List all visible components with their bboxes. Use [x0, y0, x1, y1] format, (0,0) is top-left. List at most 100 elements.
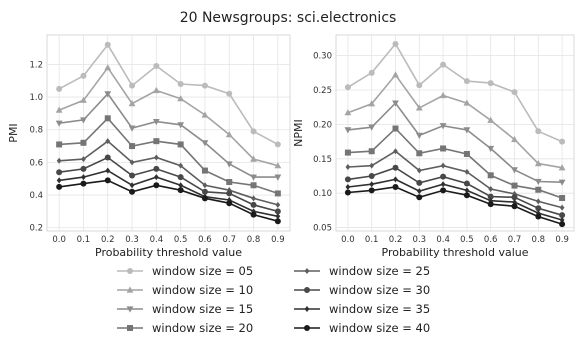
data-point	[559, 212, 566, 219]
data-point	[416, 188, 422, 195]
data-point	[104, 115, 111, 122]
x-tick-label: 0.2	[389, 235, 403, 245]
x-tick-label: 0.6	[484, 235, 498, 245]
series-line	[58, 92, 278, 178]
data-point	[153, 154, 159, 161]
series-6	[344, 164, 566, 219]
series-line	[58, 43, 279, 146]
data-point	[559, 194, 566, 201]
data-point	[153, 174, 159, 181]
legend-label: window size = 25	[329, 264, 430, 278]
data-point	[344, 127, 352, 134]
data-point	[463, 99, 471, 106]
data-point	[274, 174, 282, 181]
data-point	[511, 194, 518, 201]
x-axis-label: Probability threshold value	[95, 246, 242, 259]
data-point	[201, 167, 208, 174]
data-point	[463, 180, 470, 187]
x-tick-label: 0.4	[436, 235, 450, 245]
pmi-plot: 0.0 0.1 0.2 0.3 0.4 0.5 0.6 0.7 0.8 0.9 0.2 0.4 0.6 0…	[7, 34, 291, 259]
legend: window size = 05 window size = 10 window s…	[117, 264, 430, 335]
data-point	[487, 201, 494, 208]
data-point	[56, 177, 62, 184]
data-point	[56, 157, 62, 164]
series-4	[344, 125, 566, 201]
data-point	[559, 221, 566, 228]
data-point	[439, 91, 447, 99]
series-line	[347, 166, 563, 216]
legend-item: window size = 35	[294, 302, 430, 316]
data-point	[511, 182, 518, 189]
data-point	[80, 180, 87, 187]
data-point	[275, 213, 281, 220]
data-point	[393, 176, 398, 183]
data-point	[463, 192, 470, 199]
data-point	[251, 195, 256, 202]
legend-marker	[127, 325, 133, 331]
data-point	[344, 176, 351, 183]
x-tick-label: 0.0	[52, 235, 66, 245]
series-line	[58, 169, 279, 218]
data-point	[558, 164, 566, 171]
data-point	[464, 187, 470, 194]
series-5	[345, 148, 565, 211]
data-point	[392, 164, 399, 171]
series-8	[344, 183, 566, 228]
y-tick-label: 0.30	[313, 52, 332, 62]
data-point	[225, 131, 233, 138]
x-axis-label: Probability threshold value	[382, 246, 529, 259]
data-point	[344, 84, 351, 91]
legend-marker	[126, 286, 134, 293]
data-point	[463, 127, 471, 134]
x-tick-label: 0.8	[247, 235, 261, 245]
x-tick-label: 0.5	[174, 235, 188, 245]
data-point	[153, 63, 160, 70]
data-point	[129, 82, 136, 89]
data-point	[511, 135, 518, 143]
data-point	[55, 106, 63, 113]
data-point	[368, 187, 375, 194]
series-line	[347, 127, 563, 199]
data-point	[178, 162, 184, 169]
data-point	[368, 172, 375, 179]
data-point	[177, 81, 184, 87]
data-point	[488, 186, 494, 193]
y-tick-label: 1.0	[29, 93, 43, 103]
data-point	[487, 172, 494, 179]
data-point	[201, 111, 209, 118]
data-point	[535, 186, 542, 193]
series-line	[59, 140, 279, 206]
data-point	[177, 122, 185, 129]
data-point	[275, 201, 281, 208]
data-point	[153, 165, 160, 172]
data-point	[56, 169, 63, 176]
legend-item: window size = 10	[117, 283, 253, 297]
legend-item: window size = 30	[294, 283, 430, 297]
data-point	[56, 85, 63, 92]
data-point	[81, 156, 86, 163]
data-point	[201, 140, 209, 147]
data-point	[559, 138, 566, 145]
data-point	[344, 149, 351, 156]
data-point	[440, 61, 447, 68]
data-point	[440, 181, 446, 188]
series-5	[56, 138, 281, 208]
x-tick-label: 0.9	[555, 235, 569, 245]
data-point	[104, 91, 112, 98]
y-tick-label: 0.15	[313, 155, 332, 165]
figure-title: 20 Newsgroups: sci.electronics	[180, 10, 397, 26]
data-point	[392, 183, 399, 190]
legend-marker	[126, 306, 134, 313]
data-point	[274, 141, 281, 148]
data-point	[178, 182, 184, 189]
data-point	[464, 168, 470, 175]
data-point	[226, 179, 233, 185]
series-2	[344, 71, 566, 171]
y-tick-label: 0.20	[313, 120, 332, 130]
legend-item: window size = 40	[294, 321, 430, 335]
data-point	[511, 203, 518, 210]
data-point	[415, 132, 423, 140]
data-point	[129, 182, 135, 189]
legend-item: window size = 25	[294, 264, 430, 278]
